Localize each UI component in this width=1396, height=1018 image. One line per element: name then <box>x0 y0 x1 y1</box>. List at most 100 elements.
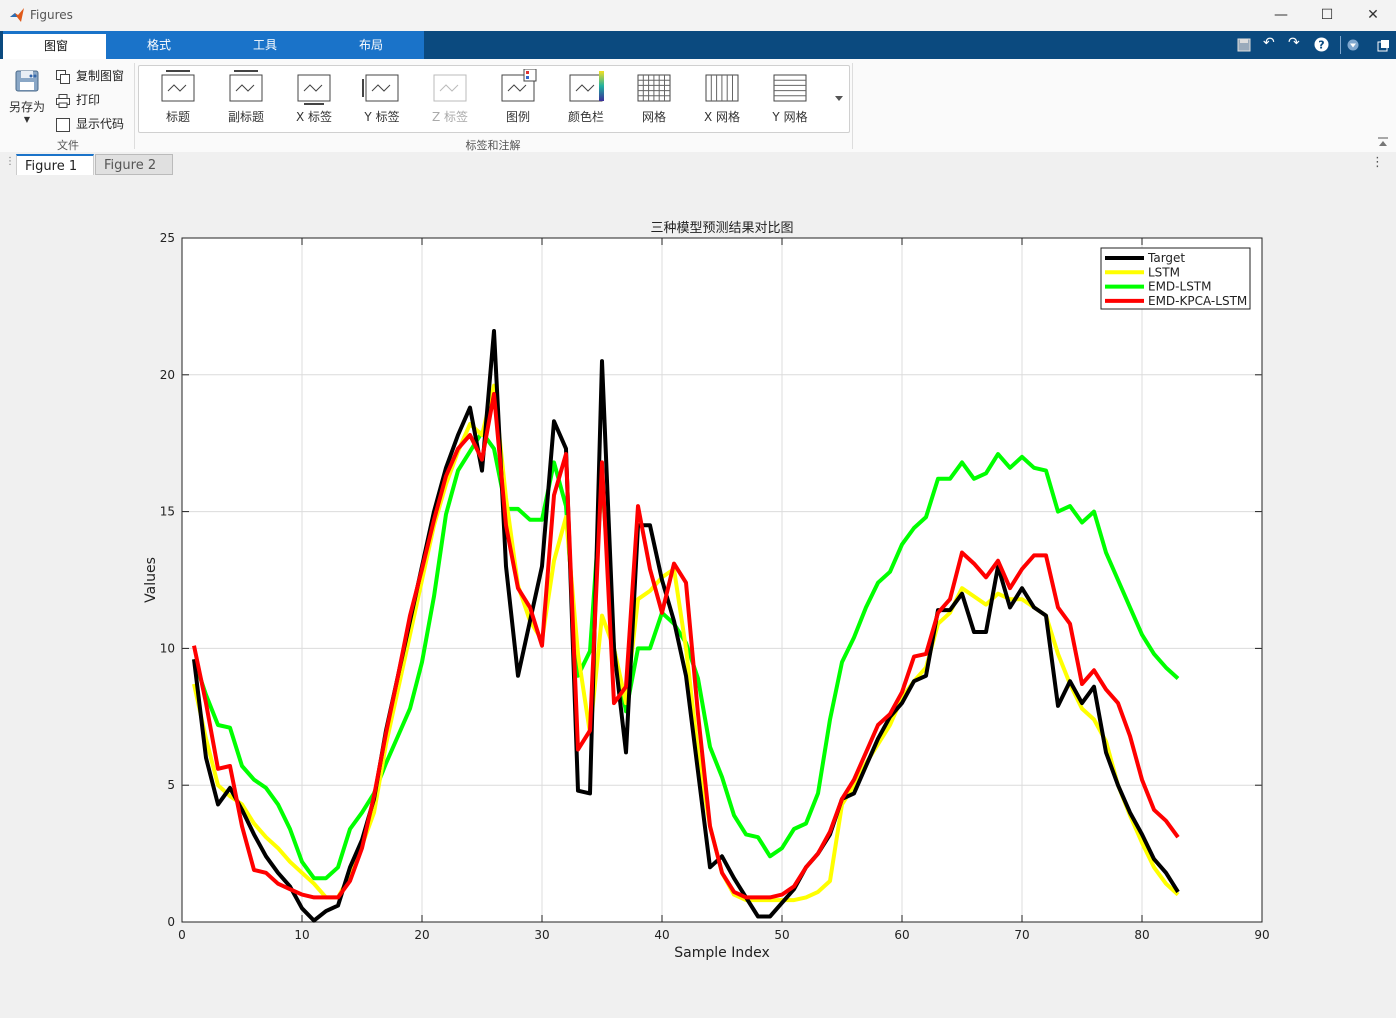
line-chart[interactable]: 0 10 20 30 40 50 60 70 80 90 0 5 10 15 20 25 三种模型预测结果对比… <box>0 175 1396 1015</box>
window-titlebar: Figures — ☐ ✕ <box>0 0 1396 32</box>
x-tick-label: 80 <box>1134 928 1149 942</box>
document-tab-bar: ⋮ Figure 1 ✕ Figure 2 ✕ ⋮ <box>0 152 1396 194</box>
undo-icon[interactable]: ↶ <box>1263 35 1275 51</box>
help-icon[interactable]: ? <box>1314 37 1329 52</box>
x-tick-label: 60 <box>894 928 909 942</box>
close-button[interactable]: ✕ <box>1367 7 1379 23</box>
y-tick-label: 25 <box>160 231 175 245</box>
x-tick-label: 50 <box>774 928 789 942</box>
axis-ticks: 0 10 20 30 40 50 60 70 80 90 0 5 10 15 20 25 <box>160 231 1270 942</box>
title-icon <box>161 70 195 102</box>
redo-icon[interactable]: ↷ <box>1288 35 1300 51</box>
save-as-button[interactable]: 另存为 ▼ <box>6 67 48 124</box>
tab-menu-grip-icon[interactable]: ⋮ <box>5 156 15 167</box>
y-grid-icon <box>773 74 807 102</box>
x-tick-label: 90 <box>1254 928 1269 942</box>
x-axis-label: Sample Index <box>674 945 769 961</box>
svg-text:?: ? <box>1318 39 1324 52</box>
annotation-group-label: 标签和注解 <box>465 139 521 152</box>
doc-tab-figure-1[interactable]: Figure 1 ✕ <box>16 154 94 194</box>
chevron-down-icon[interactable] <box>1347 39 1359 51</box>
x-tick-label: 10 <box>294 928 309 942</box>
show-code-checkbox[interactable]: 显示代码 <box>56 115 124 132</box>
checkbox-icon <box>56 117 70 132</box>
collapse-ribbon-icon[interactable] <box>1377 137 1389 147</box>
undock-icon[interactable] <box>1377 39 1390 52</box>
y-axis-label: Values <box>143 557 159 603</box>
doc-tab-figure-2[interactable]: Figure 2 ✕ <box>95 154 173 193</box>
group-divider <box>852 63 853 149</box>
x-grid-label: X 网格 <box>703 110 741 124</box>
y-label-label: Y 标签 <box>364 110 400 124</box>
y-grid-button[interactable]: Y 网格 <box>758 69 822 125</box>
minimize-button[interactable]: — <box>1274 7 1288 23</box>
save-icon[interactable] <box>1237 38 1251 52</box>
doc-tab-label: Figure 1 <box>25 159 78 174</box>
ribbon-tab-strip: 图窗 格式 工具 布局 ↶ ↷ ? <box>0 31 1396 59</box>
x-label-label: X 标签 <box>295 110 333 124</box>
colorbar-icon <box>569 71 604 102</box>
tab-figure[interactable]: 图窗 <box>3 31 109 59</box>
tab-tools[interactable]: 工具 <box>212 31 318 59</box>
figure-canvas[interactable]: 0 10 20 30 40 50 60 70 80 90 0 5 10 15 20 25 三种模型预测结果对比… <box>0 175 1396 1015</box>
x-tick-label: 70 <box>1014 928 1029 942</box>
x-label-button[interactable]: X 标签 <box>282 69 346 125</box>
dropdown-arrow-icon: ▼ <box>23 115 31 124</box>
x-label-icon <box>297 74 331 105</box>
show-code-label: 显示代码 <box>76 117 125 131</box>
z-label-icon <box>433 74 467 102</box>
subtitle-label: 副标题 <box>227 110 264 124</box>
series-line-emd-kpca-lstm <box>192 392 1180 900</box>
chart-title: 三种模型预测结果对比图 <box>650 221 793 236</box>
series-line-target <box>192 329 1180 923</box>
grid-label: 网格 <box>641 110 666 124</box>
save-as-icon <box>15 70 39 92</box>
z-label-label: Z 标签 <box>431 110 469 124</box>
x-grid-icon <box>705 74 739 102</box>
legend-label-emd-kpca-lstm: EMD-KPCA-LSTM <box>1148 294 1247 308</box>
gallery-more-icon[interactable] <box>834 95 844 103</box>
tab-format[interactable]: 格式 <box>106 31 212 59</box>
grid-button[interactable]: 网格 <box>622 69 686 125</box>
subtitle-icon <box>229 70 263 102</box>
copy-figure-label: 复制图窗 <box>76 69 125 83</box>
colorbar-button[interactable]: 颜色栏 <box>554 69 618 125</box>
legend-label-emd-lstm: EMD-LSTM <box>1148 280 1212 294</box>
x-grid-button[interactable]: X 网格 <box>690 69 754 125</box>
grid-icon <box>637 74 671 102</box>
print-label: 打印 <box>76 93 101 107</box>
legend-label: 图例 <box>505 110 530 124</box>
legend-label-target: Target <box>1147 251 1185 265</box>
y-tick-label: 10 <box>160 641 175 655</box>
y-tick-label: 5 <box>167 778 175 792</box>
file-group-label: 文件 <box>57 139 79 152</box>
maximize-button[interactable]: ☐ <box>1320 7 1334 23</box>
divider <box>1340 36 1341 54</box>
save-as-label: 另存为 <box>8 100 45 114</box>
print-icon <box>56 93 70 108</box>
z-label-button[interactable]: Z 标签 <box>418 69 482 125</box>
more-options-icon[interactable]: ⋮ <box>1371 155 1384 170</box>
legend-button[interactable]: 图例 <box>486 69 550 125</box>
y-label-button[interactable]: Y 标签 <box>350 69 414 125</box>
series-lines <box>192 329 1180 923</box>
plot-area <box>181 237 1263 923</box>
x-tick-label: 20 <box>414 928 429 942</box>
ribbon-toolbar: 另存为 ▼ 复制图窗 打印 显示代码 文件 标题 <box>0 59 1396 153</box>
copy-icon <box>56 69 70 84</box>
legend-icon <box>501 69 537 102</box>
subtitle-button[interactable]: 副标题 <box>214 69 278 125</box>
title-button[interactable]: 标题 <box>146 69 210 125</box>
colorbar-label: 颜色栏 <box>567 110 604 124</box>
x-tick-label: 40 <box>654 928 669 942</box>
copy-figure-button[interactable]: 复制图窗 <box>56 67 124 84</box>
group-divider <box>134 63 135 149</box>
matlab-logo-icon <box>10 8 24 22</box>
tab-layout[interactable]: 布局 <box>318 31 424 59</box>
y-grid-label: Y 网格 <box>772 110 808 124</box>
doc-tab-label: Figure 2 <box>104 158 157 173</box>
y-tick-label: 0 <box>167 915 175 929</box>
title-label: 标题 <box>165 110 190 124</box>
print-button[interactable]: 打印 <box>56 91 100 108</box>
